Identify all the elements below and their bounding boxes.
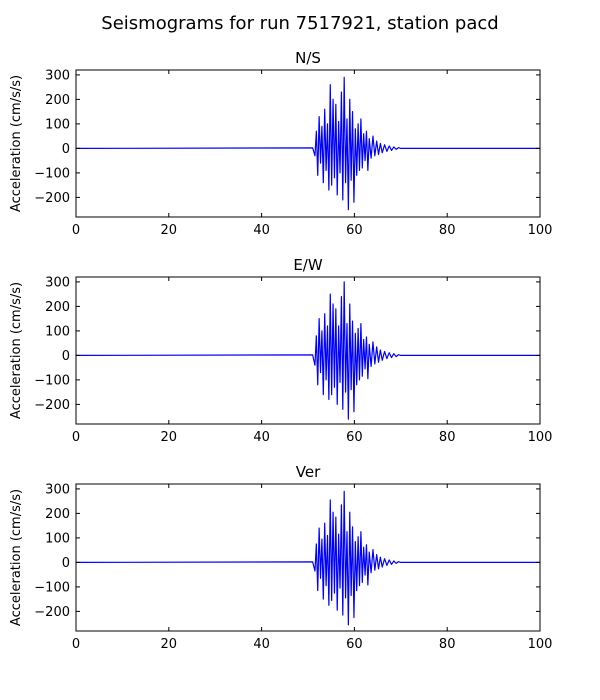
x-tick-label: 20: [161, 430, 178, 445]
y-tick-label: 100: [45, 324, 70, 339]
y-tick-label: 300: [45, 68, 70, 83]
x-tick-label: 100: [528, 223, 553, 238]
panel-title: Ver: [296, 463, 321, 481]
y-tick-label: 100: [45, 531, 70, 546]
plot-frame: [75, 69, 541, 218]
figure-title: Seismograms for run 7517921, station pac…: [101, 13, 498, 34]
y-tick-label: −100: [34, 166, 70, 181]
panel-0: N/S Acceleration (cm/s/s) 0 20 40 60 80 100 −200…: [9, 49, 552, 238]
x-tick-label: 0: [72, 430, 80, 445]
trace-line-0: [76, 76, 540, 211]
x-tick-label: 80: [439, 637, 456, 652]
x-tick-label: 40: [253, 637, 270, 652]
x-tick-label: 60: [346, 430, 363, 445]
panel-2: Ver Acceleration (cm/s/s) 0 20 40 60 80 100 −200…: [9, 463, 552, 652]
x-tick-label: 100: [528, 430, 553, 445]
y-tick-label: 200: [45, 507, 70, 522]
x-tick-label: 80: [439, 430, 456, 445]
panel-title: E/W: [293, 256, 323, 274]
x-tick-label: 0: [72, 637, 80, 652]
y-tick-label: 300: [45, 275, 70, 290]
x-tick-label: 60: [346, 637, 363, 652]
y-tick-label: −100: [34, 580, 70, 595]
trace-line-0: [76, 490, 540, 626]
plot-frame: [75, 276, 541, 425]
y-tick-label: −100: [34, 373, 70, 388]
x-tick-label: 80: [439, 223, 456, 238]
y-tick-label: 200: [45, 93, 70, 108]
y-tick-label: 0: [62, 556, 70, 571]
y-tick-label: 100: [45, 117, 70, 132]
y-axis-label: Acceleration (cm/s/s): [9, 489, 24, 626]
x-tick-label: 40: [253, 430, 270, 445]
panels-container: N/S Acceleration (cm/s/s) 0 20 40 60 80 100 −200…: [9, 49, 552, 652]
x-tick-label: 40: [253, 223, 270, 238]
y-tick-label: −200: [34, 605, 70, 620]
trace-line-0: [76, 281, 540, 420]
x-tick-label: 100: [528, 637, 553, 652]
x-tick-label: 20: [161, 223, 178, 238]
x-tick-label: 0: [72, 223, 80, 238]
x-tick-label: 60: [346, 223, 363, 238]
y-tick-label: 0: [62, 349, 70, 364]
y-tick-label: −200: [34, 398, 70, 413]
y-axis-label: Acceleration (cm/s/s): [9, 75, 24, 212]
x-tick-label: 20: [161, 637, 178, 652]
y-axis-label: Acceleration (cm/s/s): [9, 282, 24, 419]
y-tick-label: 0: [62, 142, 70, 157]
y-tick-label: −200: [34, 191, 70, 206]
y-tick-label: 200: [45, 300, 70, 315]
y-tick-label: 300: [45, 482, 70, 497]
plot-frame: [75, 483, 541, 632]
panel-1: E/W Acceleration (cm/s/s) 0 20 40 60 80 100 −200…: [9, 256, 552, 445]
panel-title: N/S: [295, 49, 321, 67]
